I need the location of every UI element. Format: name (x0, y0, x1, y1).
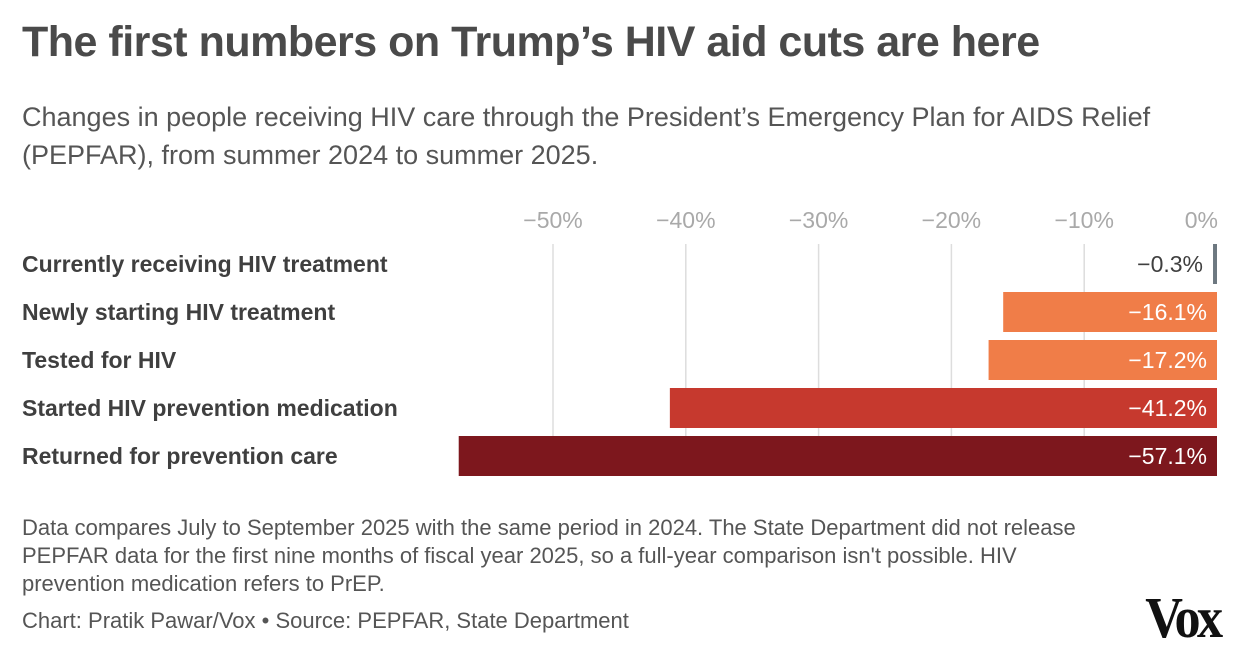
x-tick-label: −50% (523, 207, 582, 233)
category-label: Newly starting HIV treatment (22, 299, 335, 325)
x-tick-label: −30% (789, 207, 848, 233)
data-label: −0.3% (1137, 251, 1203, 277)
bar (988, 340, 1217, 380)
bar (1003, 292, 1217, 332)
category-label: Started HIV prevention medication (22, 395, 398, 421)
source-credit: Chart: Pratik Pawar/Vox • Source: PEPFAR… (22, 608, 629, 633)
data-label: −57.1% (1128, 443, 1207, 469)
bar (458, 436, 1217, 476)
footnote: Data compares July to September 2025 wit… (22, 515, 1076, 596)
bar (1213, 244, 1217, 284)
value-labels: −0.3% −16.1% −17.2% −41.2% −57.1% (1128, 251, 1207, 469)
category-label: Currently receiving HIV treatment (22, 251, 388, 277)
bar (669, 388, 1217, 428)
bars (458, 244, 1217, 476)
x-tick-label: −20% (922, 207, 981, 233)
category-label: Tested for HIV (22, 347, 177, 373)
data-label: −17.2% (1128, 347, 1207, 373)
x-axis-ticks: −50% −40% −30% −20% −10% 0% (523, 207, 1218, 233)
category-labels: Currently receiving HIV treatment Newly s… (22, 251, 398, 469)
x-tick-label: −10% (1054, 207, 1113, 233)
x-tick-label: 0% (1185, 207, 1218, 233)
vox-logo: Vox (1145, 585, 1224, 650)
chart-title: The first numbers on Trump’s HIV aid cut… (22, 18, 1040, 66)
data-label: −16.1% (1128, 299, 1207, 325)
bar-chart: −50% −40% −30% −20% −10% 0% Currently receivi… (22, 207, 1218, 476)
chart-subtitle: Changes in people receiving HIV care thr… (22, 102, 1151, 170)
x-tick-label: −40% (656, 207, 715, 233)
data-label: −41.2% (1128, 395, 1207, 421)
category-label: Returned for prevention care (22, 443, 338, 469)
